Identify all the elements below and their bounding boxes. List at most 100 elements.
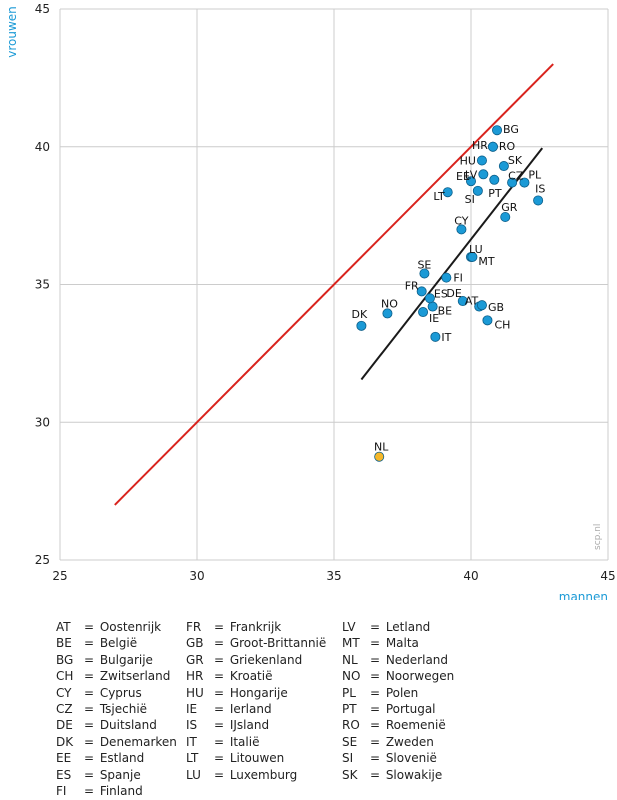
data-point-nl — [374, 451, 385, 462]
legend-country-name: Litouwen — [226, 751, 285, 766]
legend-entry: DE = Duitsland — [56, 717, 177, 733]
point-label-fr: FR — [405, 279, 419, 292]
legend-equals: = — [214, 620, 225, 634]
point-label-si: SI — [465, 193, 475, 206]
point-label-pl: PL — [528, 169, 542, 182]
x-tick-label: 30 — [189, 569, 204, 583]
y-tick-label: 45 — [35, 2, 50, 16]
legend-column: LV = Letland MT = Malta NL = Nederland NO = Noo… — [342, 619, 454, 783]
data-point-ee — [465, 176, 476, 187]
x-tick-label: 45 — [600, 569, 615, 583]
data-point-hu — [476, 155, 487, 166]
legend-entry: FR = Frankrijk — [186, 619, 326, 635]
legend-equals: = — [370, 636, 381, 651]
legend-equals: = — [214, 652, 225, 667]
legend-entry: AT = Oostenrijk — [56, 619, 177, 635]
point-label-hu: HU — [460, 155, 476, 168]
point-label-be: BE — [438, 305, 453, 318]
legend-country-name: Portugal — [382, 701, 436, 716]
data-point-lt — [442, 187, 453, 198]
legend-equals: = — [370, 620, 381, 634]
legend-equals: = — [370, 669, 381, 684]
legend-entry: IE = Ierland — [186, 701, 326, 717]
legend-code: LU — [186, 767, 201, 782]
legend-equals: = — [214, 718, 225, 733]
legend-entry: HU = Hongarije — [186, 685, 326, 701]
legend-entry: GR = Griekenland — [186, 652, 326, 668]
legend-equals: = — [214, 685, 225, 700]
legend-code: CY — [56, 685, 72, 700]
legend-code: SI — [342, 751, 354, 766]
point-label-pt: PT — [488, 187, 502, 200]
point-label-sk: SK — [508, 154, 523, 167]
data-point-si — [472, 185, 483, 196]
legend-equals: = — [214, 701, 225, 716]
legend-country-name: Finland — [96, 783, 143, 798]
legend-code: HU — [186, 685, 204, 700]
y-tick-label: 40 — [35, 140, 50, 154]
legend-code: LV — [342, 620, 356, 634]
y-tick-label: 35 — [35, 278, 50, 292]
legend-equals: = — [214, 636, 225, 651]
legend-equals: = — [370, 734, 381, 749]
legend-country-name: Italië — [226, 734, 260, 749]
tick-labels: 25 30 35 40 45 25 30 35 40 45 — [35, 2, 616, 583]
legend-country-name: Nederland — [382, 652, 449, 667]
point-label-mt: MT — [478, 255, 494, 268]
legend-equals: = — [370, 652, 381, 667]
legend-country-name: Bulgarije — [96, 652, 153, 667]
legend-country-name: Roemenië — [382, 718, 446, 733]
y-tick-label: 25 — [35, 553, 50, 567]
legend-equals: = — [84, 669, 95, 684]
legend-equals: = — [370, 685, 381, 700]
legend-code: CZ — [56, 701, 73, 716]
legend-country-name: Estland — [96, 751, 145, 766]
point-label-cz: CZ — [508, 170, 524, 183]
legend-country-name: België — [96, 636, 138, 651]
data-point-gr — [500, 212, 511, 223]
legend-code: IE — [186, 701, 198, 716]
diagonal-line — [114, 63, 554, 506]
legend-equals: = — [84, 751, 95, 766]
point-label-is: IS — [535, 182, 545, 195]
point-label-at: AT — [465, 295, 479, 308]
data-point-lv — [478, 169, 489, 180]
point-label-gr: GR — [501, 201, 518, 214]
x-tick-label: 40 — [463, 569, 478, 583]
data-point-cz — [507, 177, 518, 188]
legend-entry: SE = Zweden — [342, 734, 454, 750]
legend-country-name: Spanje — [96, 767, 141, 782]
data-point-is — [533, 195, 544, 206]
point-label-lt: LT — [433, 190, 445, 203]
legend-code: PL — [342, 685, 356, 700]
legend-entry: RO = Roemenië — [342, 717, 454, 733]
legend-entry: LU = Luxemburg — [186, 767, 326, 783]
legend-entry: NO = Noorwegen — [342, 668, 454, 684]
legend-entry: CZ = Tsjechië — [56, 701, 177, 717]
point-label-lu: LU — [469, 243, 483, 256]
legend-entry: ES = Spanje — [56, 767, 177, 783]
legend-equals: = — [370, 701, 381, 716]
legend-code: ES — [56, 767, 72, 782]
point-label-hr: HR — [472, 139, 488, 152]
point-label-ee: EE — [456, 170, 470, 183]
legend-entry: PL = Polen — [342, 685, 454, 701]
legend-equals: = — [84, 652, 95, 667]
legend-code: NL — [342, 652, 358, 667]
legend-entry: SI = Slovenië — [342, 750, 454, 766]
scatter-chart: 25 30 35 40 45 25 30 35 40 45 vrouwen mannen scp.… — [5, 2, 616, 600]
legend-equals: = — [214, 751, 225, 766]
legend-code: GB — [186, 636, 204, 651]
legend-code: RO — [342, 718, 360, 733]
legend-code: NO — [342, 669, 361, 684]
data-point-cy — [456, 224, 467, 235]
legend-code: FI — [56, 783, 67, 798]
data-point-it — [430, 331, 441, 342]
data-point-be — [427, 301, 438, 312]
legend-country-name: Slowakije — [382, 767, 443, 782]
legend-country-name: Griekenland — [226, 652, 303, 667]
legend-entry: CH = Zwitserland — [56, 668, 177, 684]
legend-country-name: Hongarije — [226, 685, 288, 700]
legend-equals: = — [84, 718, 95, 733]
legend-equals: = — [214, 669, 225, 684]
